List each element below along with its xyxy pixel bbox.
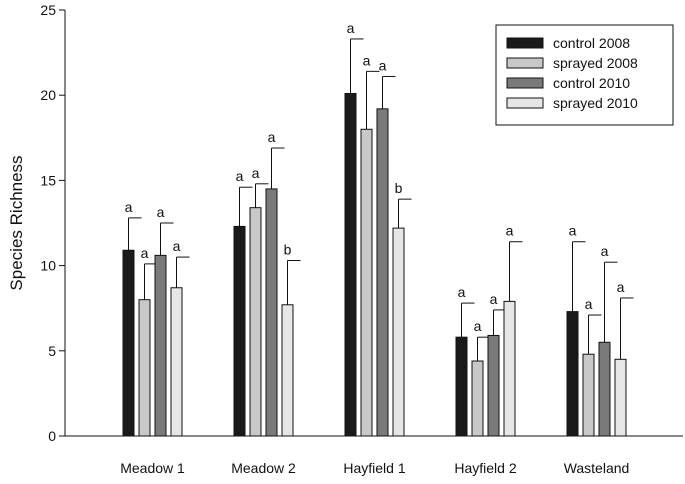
bar — [265, 188, 278, 437]
legend: control 2008 sprayed 2008 control 2010 spra… — [495, 24, 674, 126]
x-category-label: Hayfield 1 — [343, 460, 405, 476]
significance-letter: a — [601, 243, 609, 259]
significance-letter: a — [363, 52, 371, 68]
legend-swatch — [506, 77, 544, 89]
significance-letter: b — [284, 241, 292, 257]
bar — [376, 108, 389, 437]
significance-letter: b — [395, 180, 403, 196]
bar — [281, 304, 294, 437]
x-category-label: Hayfield 2 — [454, 460, 516, 476]
x-category-label: Meadow 1 — [120, 460, 185, 476]
significance-letter: a — [347, 20, 355, 36]
x-category-label: Meadow 2 — [231, 460, 296, 476]
bar — [154, 254, 167, 437]
significance-letter: a — [569, 223, 577, 239]
bar — [233, 225, 246, 437]
bar — [138, 299, 151, 437]
legend-label: sprayed 2008 — [553, 55, 638, 71]
y-axis: 0 5 10 15 20 25 — [40, 2, 66, 444]
significance-letter: a — [506, 223, 514, 239]
legend-label: control 2010 — [553, 75, 630, 91]
y-tick-label: 20 — [40, 87, 56, 103]
bar — [360, 128, 373, 437]
bar — [503, 300, 516, 437]
y-tick-label: 15 — [40, 172, 56, 188]
bar — [487, 334, 500, 437]
significance-letter: a — [585, 296, 593, 312]
x-axis: Meadow 1 Meadow 2 Hayfield 1 Hayfield 2 Wast… — [65, 435, 683, 476]
significance-letter: a — [141, 245, 149, 261]
significance-letter: a — [157, 204, 165, 220]
significance-letter: a — [474, 318, 482, 334]
significance-letter: a — [173, 238, 181, 254]
bar — [344, 92, 357, 437]
bar — [170, 287, 183, 437]
y-tick-label: 10 — [40, 258, 56, 274]
bar — [614, 358, 627, 437]
bar — [566, 311, 579, 437]
bar — [598, 341, 611, 437]
legend-swatch — [506, 97, 544, 109]
y-axis-title: Species Richness — [7, 155, 26, 290]
significance-letter: a — [125, 199, 133, 215]
legend-swatch — [506, 37, 544, 49]
significance-letter: a — [379, 57, 387, 73]
bar — [122, 249, 135, 437]
significance-letter: a — [458, 284, 466, 300]
bar — [471, 360, 484, 437]
legend-swatch — [506, 57, 544, 69]
y-tick-label: 25 — [40, 2, 56, 18]
significance-letter: a — [268, 129, 276, 145]
y-tick-label: 5 — [48, 343, 56, 359]
x-category-label: Wasteland — [564, 460, 630, 476]
legend-label: sprayed 2010 — [553, 95, 638, 111]
significance-letter: a — [617, 279, 625, 295]
y-tick-label: 0 — [48, 428, 56, 444]
bar — [582, 353, 595, 437]
bar — [455, 336, 468, 437]
bar — [249, 207, 262, 437]
significance-letter: a — [236, 168, 244, 184]
bar — [392, 227, 405, 437]
significance-letter: a — [490, 291, 498, 307]
significance-letter: a — [252, 165, 260, 181]
legend-label: control 2008 — [553, 35, 630, 51]
